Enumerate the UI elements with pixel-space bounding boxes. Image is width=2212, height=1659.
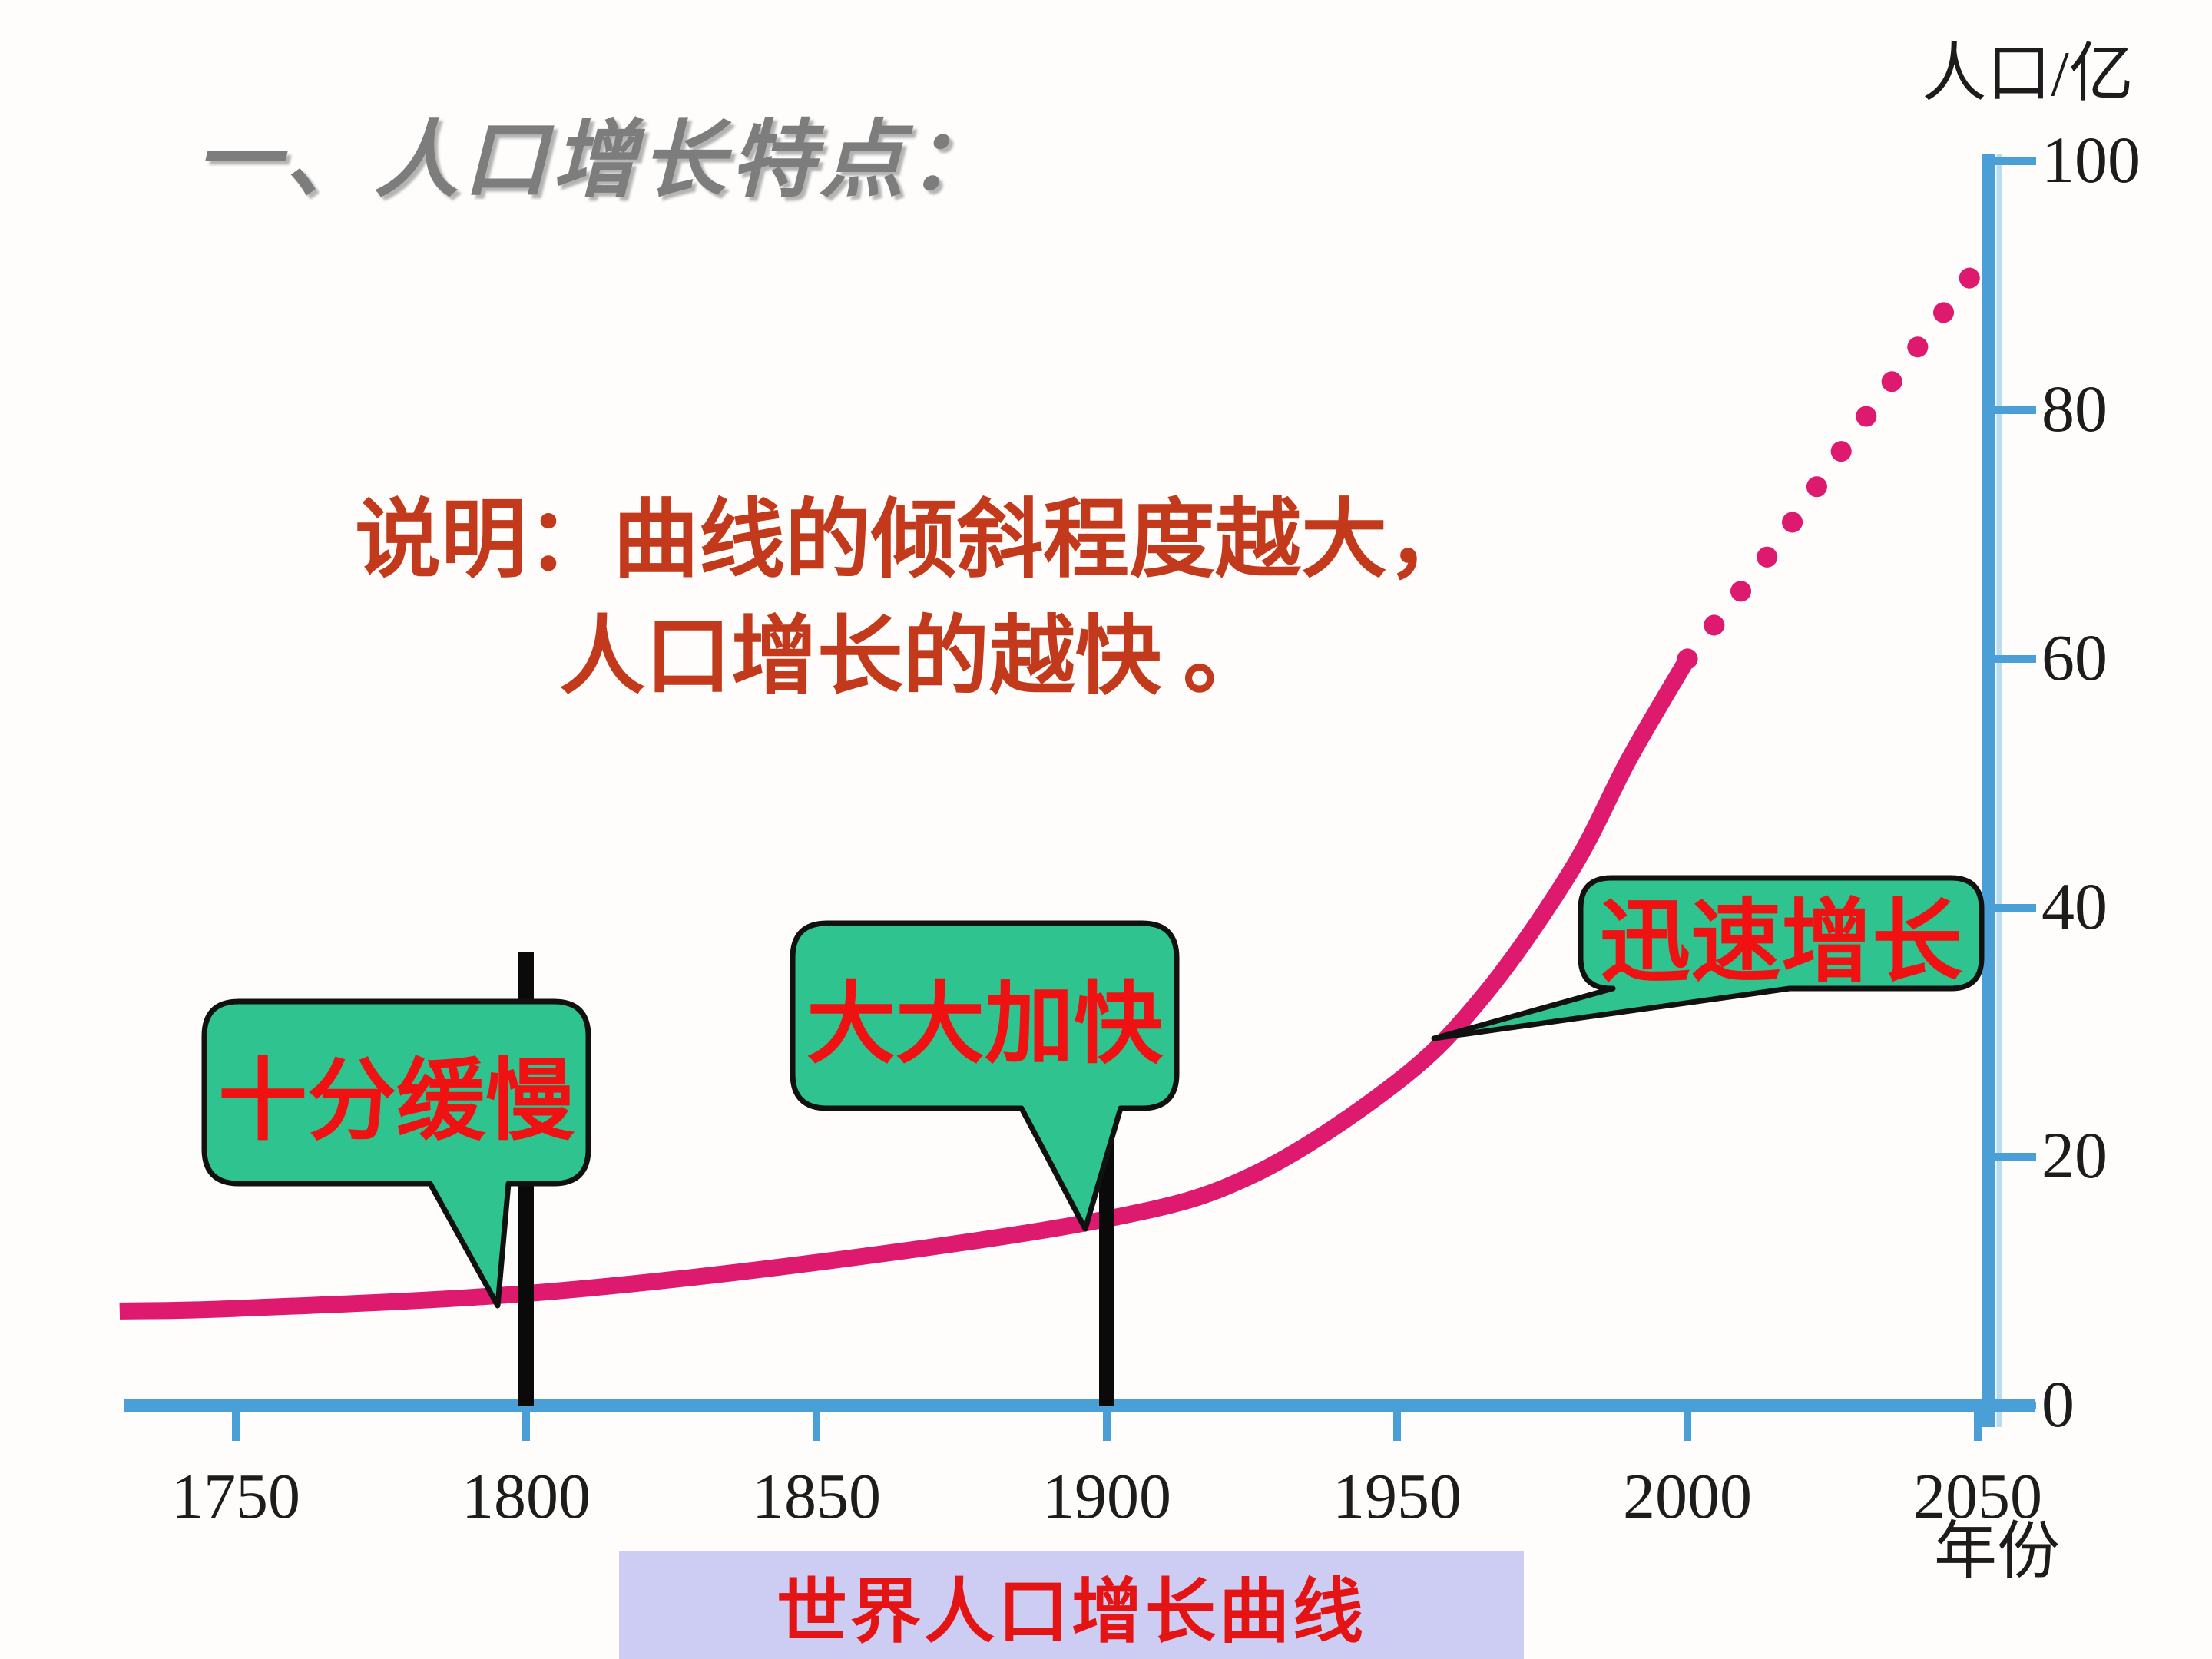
note-line1: 说明：曲线的倾斜程度越大， [355,493,1473,588]
callout-rapid-growth: 迅速增长 [1599,892,1962,993]
x-tick-label: 1850 [752,1461,881,1532]
caption-text: 世界人口增长曲线 [776,1572,1366,1651]
note-text: 说明：曲线的倾斜程度越大， 人口增长的越快 。 [192,482,1636,716]
callout-slow-growth: 十分缓慢 [218,1052,575,1151]
x-tick-label: 2050 [1913,1461,2042,1532]
note-line2: 人口增长的越快 。 [559,610,1269,705]
x-axis-label: 年份 [1933,1516,2060,1586]
y-tick-label: 80 [2041,372,2108,445]
curve-world-population-observed [119,654,1695,1320]
callout-bubble-shape-1 [790,920,1180,1232]
curve-world-population-projected [1677,257,1988,670]
y-tick-label: 40 [2041,869,2108,943]
y-tick-label: 0 [2041,1367,2075,1441]
callout-bubble-shape-0 [201,998,591,1309]
x-tick-label: 1750 [171,1461,300,1532]
y-tick-label: 60 [2041,621,2108,694]
callout-much-faster: 大大加快 [806,975,1163,1075]
y-tick-label: 100 [2041,123,2141,197]
caption-bar: 世界人口增长曲线 [619,1551,1524,1659]
callout-bubble-shape-2 [1431,875,1985,1041]
x-tick-label: 1800 [462,1461,591,1532]
y-tick-label: 20 [2041,1118,2108,1192]
x-tick-label: 1900 [1042,1461,1171,1532]
x-tick-label: 1950 [1333,1461,1462,1532]
y-axis-label: 人口/亿 [1922,38,2134,110]
x-tick-label: 2000 [1623,1461,1752,1532]
page-title: 一、人口增长特点： [196,114,998,207]
